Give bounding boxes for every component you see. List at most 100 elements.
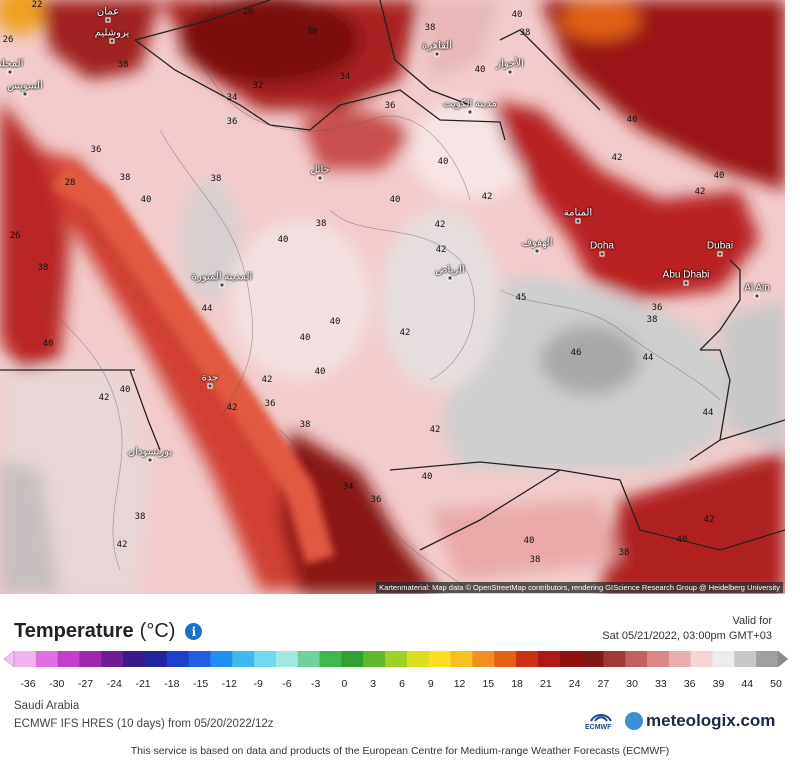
- ecmwf-logo[interactable]: ECMWF: [585, 711, 617, 735]
- temperature-label: 34: [342, 482, 354, 492]
- temperature-label: 46: [570, 348, 582, 358]
- scale-tick-label: 30: [626, 678, 638, 690]
- temperature-label: 40: [299, 333, 311, 343]
- city-label[interactable]: القاهرة: [422, 40, 452, 52]
- temperature-label: 38: [529, 555, 541, 565]
- city-label[interactable]: الأحواز: [496, 58, 524, 70]
- city-label[interactable]: Dubai: [706, 240, 734, 252]
- temperature-label: 38: [119, 173, 131, 183]
- temperature-label: 40: [474, 65, 486, 75]
- scale-tick-label: 12: [453, 678, 466, 690]
- temperature-label: 40: [140, 195, 152, 205]
- temperature-label: 40: [277, 235, 289, 245]
- city-marker: [754, 293, 760, 299]
- temperature-label: 36: [370, 495, 382, 505]
- scale-tick-label: 39: [712, 678, 725, 690]
- valid-label: Valid for: [732, 615, 772, 627]
- city-label[interactable]: المنامة: [563, 207, 593, 219]
- temperature-label: 38: [315, 219, 327, 229]
- color-scale-cell: [166, 651, 190, 667]
- city-label[interactable]: السويس: [7, 80, 43, 92]
- color-scale-cell: [297, 651, 321, 667]
- scale-tick-label: 6: [399, 678, 405, 690]
- temperature-label: 45: [515, 293, 527, 303]
- color-scale-cell: [712, 651, 735, 667]
- city-marker: [717, 251, 723, 257]
- city-label[interactable]: Doha: [590, 240, 614, 252]
- city-marker: [467, 109, 473, 115]
- city-label[interactable]: يروشليم: [94, 27, 130, 39]
- scale-left-arrow: [4, 651, 15, 667]
- color-scale-cell: [603, 651, 626, 667]
- scale-tick-label: 27: [597, 678, 610, 690]
- temperature-label: 42: [434, 220, 446, 230]
- scale-tick-label: -24: [106, 678, 122, 690]
- temperature-label: 42: [98, 393, 110, 403]
- scale-tick-label: 0: [341, 678, 348, 690]
- color-scale-cell: [188, 651, 211, 667]
- temperature-label: 38: [210, 174, 222, 184]
- temperature-label: 40: [626, 115, 638, 125]
- color-scale-cell: [428, 651, 452, 667]
- map-attribution[interactable]: Kartenmaterial: Map data © OpenStreetMap…: [376, 582, 783, 593]
- city-marker: [207, 383, 213, 389]
- color-scale-cell: [690, 651, 714, 667]
- meteologix-logo[interactable]: meteologix.com: [625, 711, 775, 731]
- scale-tick-label: 21: [540, 678, 552, 690]
- city-marker: [507, 69, 513, 75]
- color-scale-cell: [144, 651, 168, 667]
- temperature-label: 26: [2, 35, 14, 45]
- city-label[interactable]: مدينة الكويت: [443, 98, 497, 110]
- color-scale-cell: [210, 651, 233, 667]
- temperature-label: 36: [264, 399, 276, 409]
- temperature-label: 22: [31, 0, 43, 10]
- city-label[interactable]: الهفوف: [521, 237, 553, 249]
- scale-tick-label: -18: [164, 678, 180, 690]
- scale-tick-label: -12: [221, 678, 237, 690]
- temperature-label: 38: [424, 23, 436, 33]
- color-scale-bar: [4, 651, 788, 667]
- temperature-label: 40: [119, 385, 131, 395]
- scale-tick-label: 24: [568, 678, 581, 690]
- city-label[interactable]: المدينة المنورة: [191, 271, 253, 283]
- city-marker: [317, 175, 323, 181]
- temperature-label: 40: [511, 10, 523, 20]
- temperature-label: 36: [226, 117, 238, 127]
- scale-tick-label: -3: [311, 678, 321, 690]
- color-scale-cell: [559, 651, 583, 667]
- city-label[interactable]: المحلة: [0, 58, 24, 70]
- city-label[interactable]: حائل: [310, 164, 330, 176]
- city-label[interactable]: الرياض: [435, 264, 465, 276]
- temperature-label: 34: [339, 72, 351, 82]
- color-scale-cell: [625, 651, 648, 667]
- color-scale-cell: [756, 651, 779, 667]
- city-label[interactable]: جدة: [201, 372, 219, 384]
- disclaimer: This service is based on data and produc…: [130, 745, 670, 757]
- city-label[interactable]: Abu Dhabi: [662, 269, 710, 281]
- color-scale-cell: [494, 651, 517, 667]
- temperature-label: 36: [384, 101, 396, 111]
- color-scale-cell: [450, 651, 473, 667]
- city-label[interactable]: بورتسودان: [127, 446, 173, 458]
- brand-name: meteologix.com: [646, 711, 776, 730]
- temperature-label: 26: [242, 7, 254, 17]
- scale-tick-label: -15: [193, 678, 209, 690]
- weather-map[interactable]: 22 26 38 34 36 34 30 32 38 40 38 40 36 40 42 40 38 40 42 42…: [0, 0, 785, 594]
- color-scale-cell: [123, 651, 146, 667]
- legend-unit: (°C): [139, 620, 176, 642]
- city-label[interactable]: Al Ain: [744, 282, 770, 294]
- temperature-label: 40: [329, 317, 341, 327]
- temperature-label: 42: [399, 328, 411, 338]
- temperature-label: 42: [429, 425, 441, 435]
- scale-tick-label: -30: [49, 678, 65, 690]
- city-label[interactable]: عمان: [96, 6, 120, 18]
- temperature-label: 42: [611, 153, 623, 163]
- temperature-label: 32: [252, 81, 264, 91]
- temperature-label: 38: [37, 263, 49, 273]
- info-icon[interactable]: i: [185, 623, 203, 640]
- city-marker: [447, 275, 453, 281]
- scale-tick-label: 33: [655, 678, 667, 690]
- temperature-label: 38: [519, 28, 531, 38]
- scale-tick-label: 44: [741, 678, 754, 690]
- temperature-label: 40: [42, 339, 54, 349]
